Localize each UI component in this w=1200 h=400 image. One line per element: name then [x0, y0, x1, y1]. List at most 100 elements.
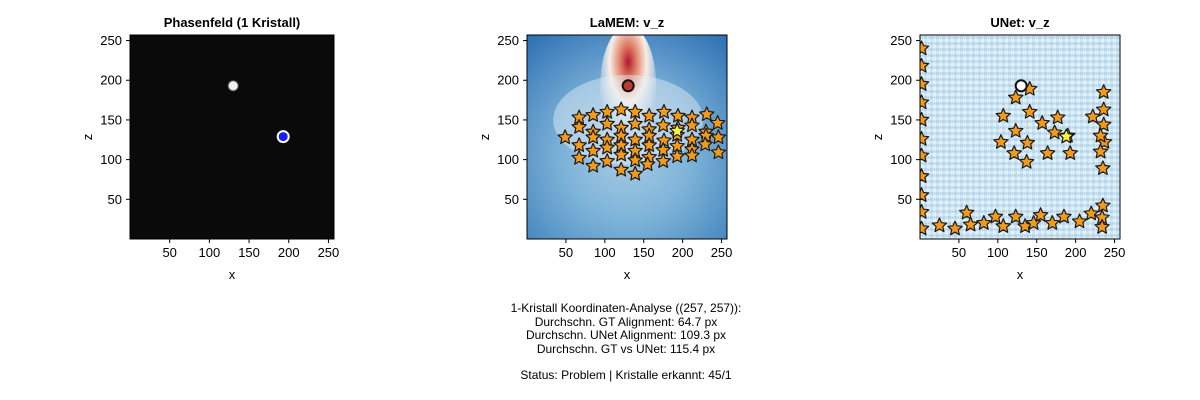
crystal-prediction-star: [920, 187, 930, 202]
crystal-prediction-star: [1018, 153, 1035, 169]
x-tick-label: 100: [987, 245, 1009, 260]
crystal-prediction-star: [920, 57, 930, 73]
crystal-prediction-star: [995, 218, 1011, 233]
crystal-prediction-star: [947, 220, 963, 236]
crystal-prediction-star: [1025, 215, 1042, 230]
x-tick-label: 150: [633, 245, 655, 260]
y-tick-label: 250: [100, 33, 122, 48]
crystal-prediction-star: [641, 107, 657, 123]
y-tick-label: 150: [890, 112, 912, 127]
y-axis-label: z: [870, 134, 885, 141]
y-tick-label: 150: [100, 112, 122, 127]
crystal-prediction-star: [931, 217, 948, 233]
crystal-prediction-star: [920, 220, 930, 236]
crystal-prediction-star: [599, 139, 615, 155]
analysis-heading: 1-Kristall Koordinaten-Analyse ((257, 25…: [510, 301, 742, 315]
crystal-prediction-star: [670, 107, 686, 123]
crystal-prediction-star: [1008, 122, 1024, 138]
highlight-star: [669, 122, 685, 138]
crystal-prediction-star: [1095, 116, 1112, 132]
x-tick-label: 200: [672, 245, 694, 260]
y-tick-label: 50: [898, 192, 912, 207]
crystal-prediction-star: [627, 115, 643, 131]
crystal-prediction-star: [627, 152, 643, 168]
x-tick-label: 50: [952, 245, 966, 260]
crystal-prediction-star: [920, 130, 930, 146]
crystal-prediction-star: [1092, 127, 1109, 143]
crystal-prediction-star: [585, 142, 601, 158]
crystal-prediction-star: [1094, 219, 1110, 234]
crystal-prediction-star: [920, 111, 930, 127]
y-tick-label: 200: [497, 73, 519, 88]
panel-title: UNet: v_z: [990, 15, 1050, 30]
crystal-prediction-star: [1095, 197, 1111, 213]
y-tick-label: 150: [497, 112, 519, 127]
crystal-prediction-star: [641, 137, 657, 152]
x-tick-label: 250: [711, 245, 733, 260]
analysis-summary: 1-Kristall Koordinaten-Analyse ((257, 25…: [426, 301, 826, 383]
crystal-prediction-star: [1095, 84, 1112, 99]
crystal-prediction-star: [699, 106, 715, 121]
ground-truth-marker: [621, 79, 635, 93]
plot-area: [130, 35, 334, 239]
heatmap-background: [130, 35, 334, 239]
y-tick-label: 200: [100, 73, 122, 88]
x-tick-label: 100: [594, 245, 616, 260]
crystal-prediction-star: [920, 40, 930, 56]
crystal-prediction-star: [710, 129, 727, 145]
crystal-prediction-star: [1039, 145, 1056, 160]
y-axis-label: z: [477, 134, 492, 141]
crystal-prediction-star: [993, 134, 1009, 149]
y-tick-label: 50: [505, 192, 519, 207]
crystal-prediction-star: [920, 147, 930, 163]
x-tick-label: 200: [278, 245, 300, 260]
crystal-prediction-star: [962, 216, 979, 232]
crystal-prediction-star: [1022, 103, 1038, 119]
crystal-core: [229, 81, 238, 90]
crystal-prediction-star: [1056, 208, 1072, 224]
gt-vs-unet-text: Durchschn. GT vs UNet: 115.4 px: [536, 341, 716, 356]
crystal-prediction-star: [684, 147, 700, 163]
status-text: Status: Problem | Kristalle erkannt: 45/…: [520, 368, 732, 382]
crystal-prediction-star: [1071, 213, 1088, 229]
y-tick-label: 100: [890, 152, 912, 167]
crystal-prediction-star: [1062, 145, 1078, 160]
panel-title: LaMEM: v_z: [590, 15, 665, 30]
x-tick-label: 150: [238, 245, 260, 260]
y-tick-label: 100: [497, 152, 519, 167]
crystal-prediction-star: [1044, 215, 1060, 230]
axes-frame: [526, 34, 728, 240]
crystal-prediction-star: [1095, 160, 1111, 175]
crystal-prediction-star: [920, 168, 930, 183]
x-axis-label: x: [229, 267, 236, 282]
panel-1: 50 100 150 200 250 50 100 150 200 250 Phasenfeld (…: [80, 15, 339, 282]
panel-title: Phasenfeld (1 Kristall): [164, 15, 301, 30]
crystal-prediction-star: [684, 117, 700, 133]
crystal-prediction-star: [1085, 108, 1101, 124]
x-tick-label: 50: [559, 245, 573, 260]
y-tick-label: 50: [108, 192, 122, 207]
crystal-prediction-star: [920, 203, 930, 219]
crystal-prediction-star: [557, 129, 573, 145]
x-tick-label: 250: [1104, 245, 1126, 260]
crystal-prediction-star: [571, 137, 587, 152]
crystal-prediction-star: [669, 148, 685, 164]
crystal-prediction-star: [1032, 207, 1049, 222]
y-tick-label: 100: [100, 152, 122, 167]
crystal-prediction-star: [613, 101, 629, 117]
panel-2: 50 100 150 200 250 50 100 150 200 250 LaMEM: v_zx z: [477, 15, 732, 282]
crystal-prediction-star: [655, 153, 671, 168]
crystal-prediction-star: [1092, 143, 1109, 159]
gt-alignment-text: Durchschn. GT Alignment: 64.7 px: [534, 314, 718, 329]
crystal-prediction-star: [585, 157, 601, 173]
crystal-prediction-star: [613, 146, 629, 162]
crystal-prediction-star: [987, 208, 1004, 224]
crystal-prediction-star: [920, 76, 930, 91]
crystal-prediction-star: [571, 149, 587, 165]
crystal-prediction-star: [627, 103, 643, 119]
highlight-star: [1058, 128, 1074, 144]
crystal-prediction-star: [1008, 208, 1024, 224]
panel-3: 50 100 150 200 250 50 100 150 200 250 UNet: v_zx z: [870, 15, 1125, 282]
crystal-prediction-star: [1008, 89, 1024, 105]
